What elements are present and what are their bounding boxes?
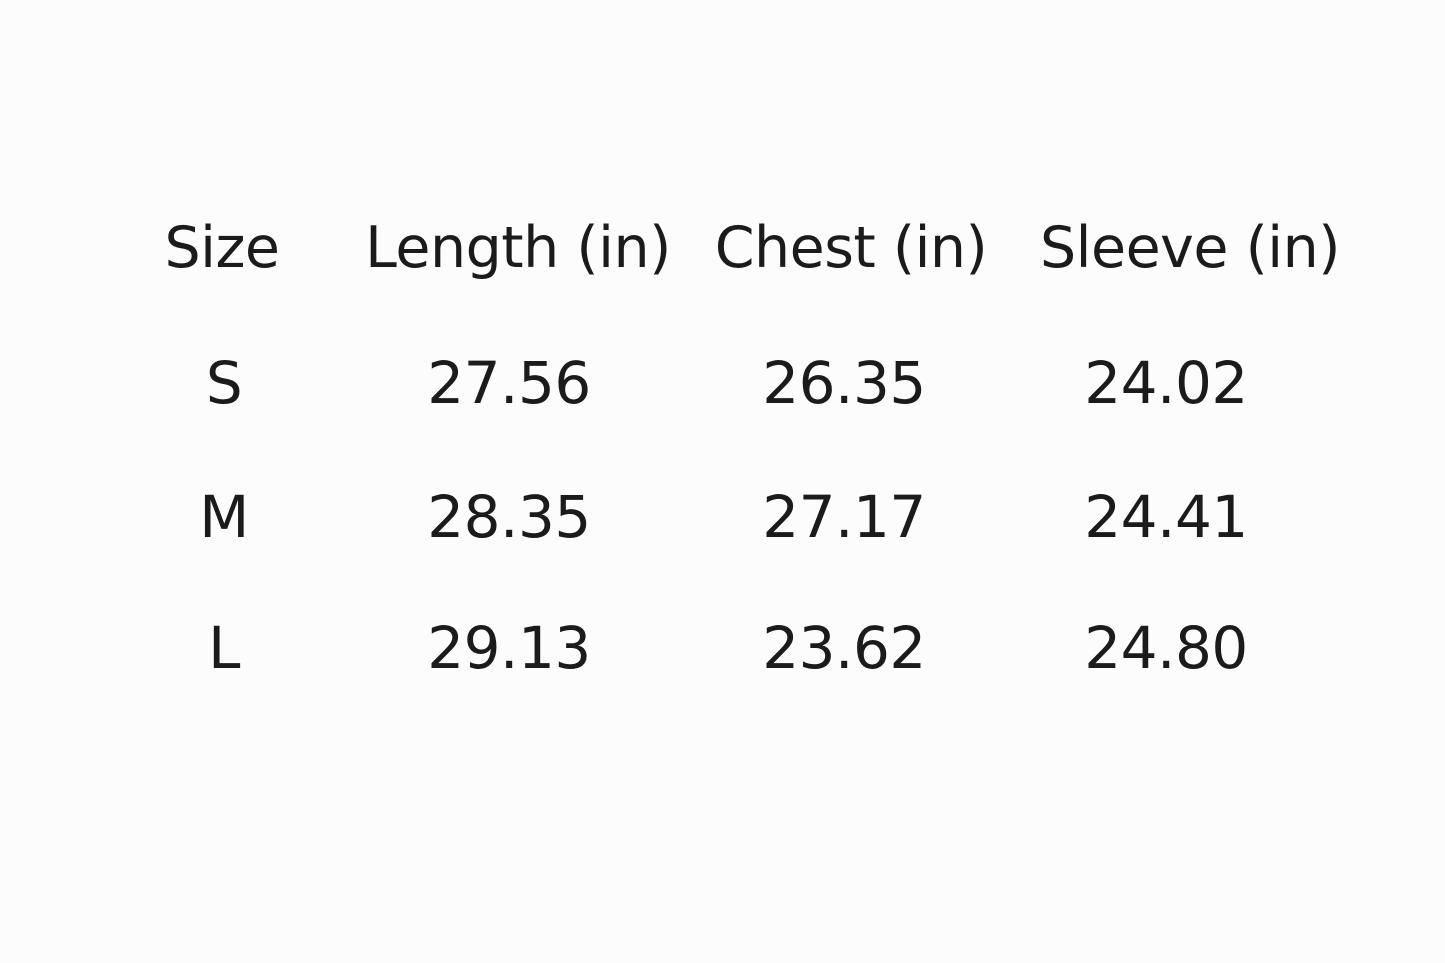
table-cell-size: L: [208, 614, 240, 682]
table-cell-length: 29.13: [427, 614, 591, 682]
column-header-length: Length (in): [365, 215, 671, 281]
table-cell-sleeve: 24.80: [1084, 614, 1248, 682]
table-cell-chest: 23.62: [762, 614, 926, 682]
table-cell-length: 27.56: [427, 349, 591, 417]
table-cell-chest: 26.35: [762, 349, 926, 417]
table-cell-sleeve: 24.02: [1084, 349, 1248, 417]
column-header-size: Size: [164, 215, 280, 281]
column-header-sleeve: Sleeve (in): [1039, 215, 1341, 281]
table-cell-size: M: [199, 483, 249, 551]
table-cell-chest: 27.17: [762, 483, 926, 551]
table-cell-sleeve: 24.41: [1084, 483, 1248, 551]
column-header-chest: Chest (in): [714, 215, 988, 281]
table-cell-size: S: [205, 349, 243, 417]
table-cell-length: 28.35: [427, 483, 591, 551]
